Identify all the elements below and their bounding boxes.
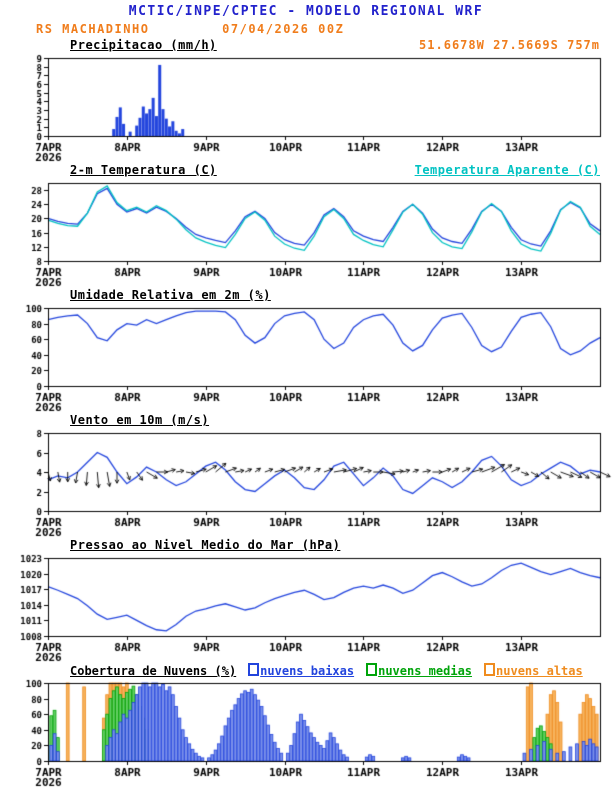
high-clouds-legend-icon	[484, 663, 496, 676]
cloud-cover-chart	[0, 679, 612, 787]
temperature-chart	[0, 179, 612, 287]
mid-clouds-legend-label: nuvens medias	[378, 664, 473, 678]
precipitation-panel-title: Precipitacao (mm/h)	[70, 38, 217, 52]
high-clouds-legend-label: nuvens altas	[496, 664, 583, 678]
temperature-panel-header: 2-m Temperatura (C) Temperatura Aparente…	[0, 162, 612, 179]
wind-panel-header: Vento em 10m (m/s)	[0, 412, 612, 429]
mid-clouds-legend-icon	[366, 663, 378, 676]
station-name: RS MACHADINHO	[36, 22, 150, 36]
mid-clouds-legend: nuvens medias	[366, 662, 472, 680]
apparent-temperature-legend: Temperatura Aparente (C)	[414, 163, 600, 177]
low-clouds-legend-icon	[248, 663, 260, 676]
pressure-panel-title: Pressao ao Nivel Medio do Mar (hPa)	[70, 538, 341, 552]
cloud-panel-title: Cobertura de Nuvens (%)	[70, 664, 237, 678]
humidity-panel-header: Umidade Relativa em 2m (%)	[0, 287, 612, 304]
wind-chart	[0, 429, 612, 537]
page-title: MCTIC/INPE/CPTEC - MODELO REGIONAL WRF	[128, 4, 484, 19]
precipitation-panel-header: Precipitacao (mm/h) 51.6678W 27.5669S 75…	[0, 37, 612, 54]
low-clouds-legend-label: nuvens baixas	[260, 664, 355, 678]
temperature-panel-title: 2-m Temperatura (C)	[70, 163, 217, 177]
location-coords: 51.6678W 27.5669S 757m	[419, 38, 600, 52]
precipitation-chart	[0, 54, 612, 162]
header-subline: RS MACHADINHO 07/04/2026 00Z	[0, 21, 612, 37]
pressure-panel-header: Pressao ao Nivel Medio do Mar (hPa)	[0, 537, 612, 554]
humidity-panel-title: Umidade Relativa em 2m (%)	[70, 288, 271, 302]
high-clouds-legend: nuvens altas	[484, 662, 583, 680]
humidity-chart	[0, 304, 612, 412]
cloud-panel-header: Cobertura de Nuvens (%) nuvens baixas nu…	[0, 662, 612, 679]
low-clouds-legend: nuvens baixas	[248, 662, 354, 680]
pressure-chart	[0, 554, 612, 662]
wind-panel-title: Vento em 10m (m/s)	[70, 413, 210, 427]
run-timestamp: 07/04/2026 00Z	[222, 22, 345, 36]
